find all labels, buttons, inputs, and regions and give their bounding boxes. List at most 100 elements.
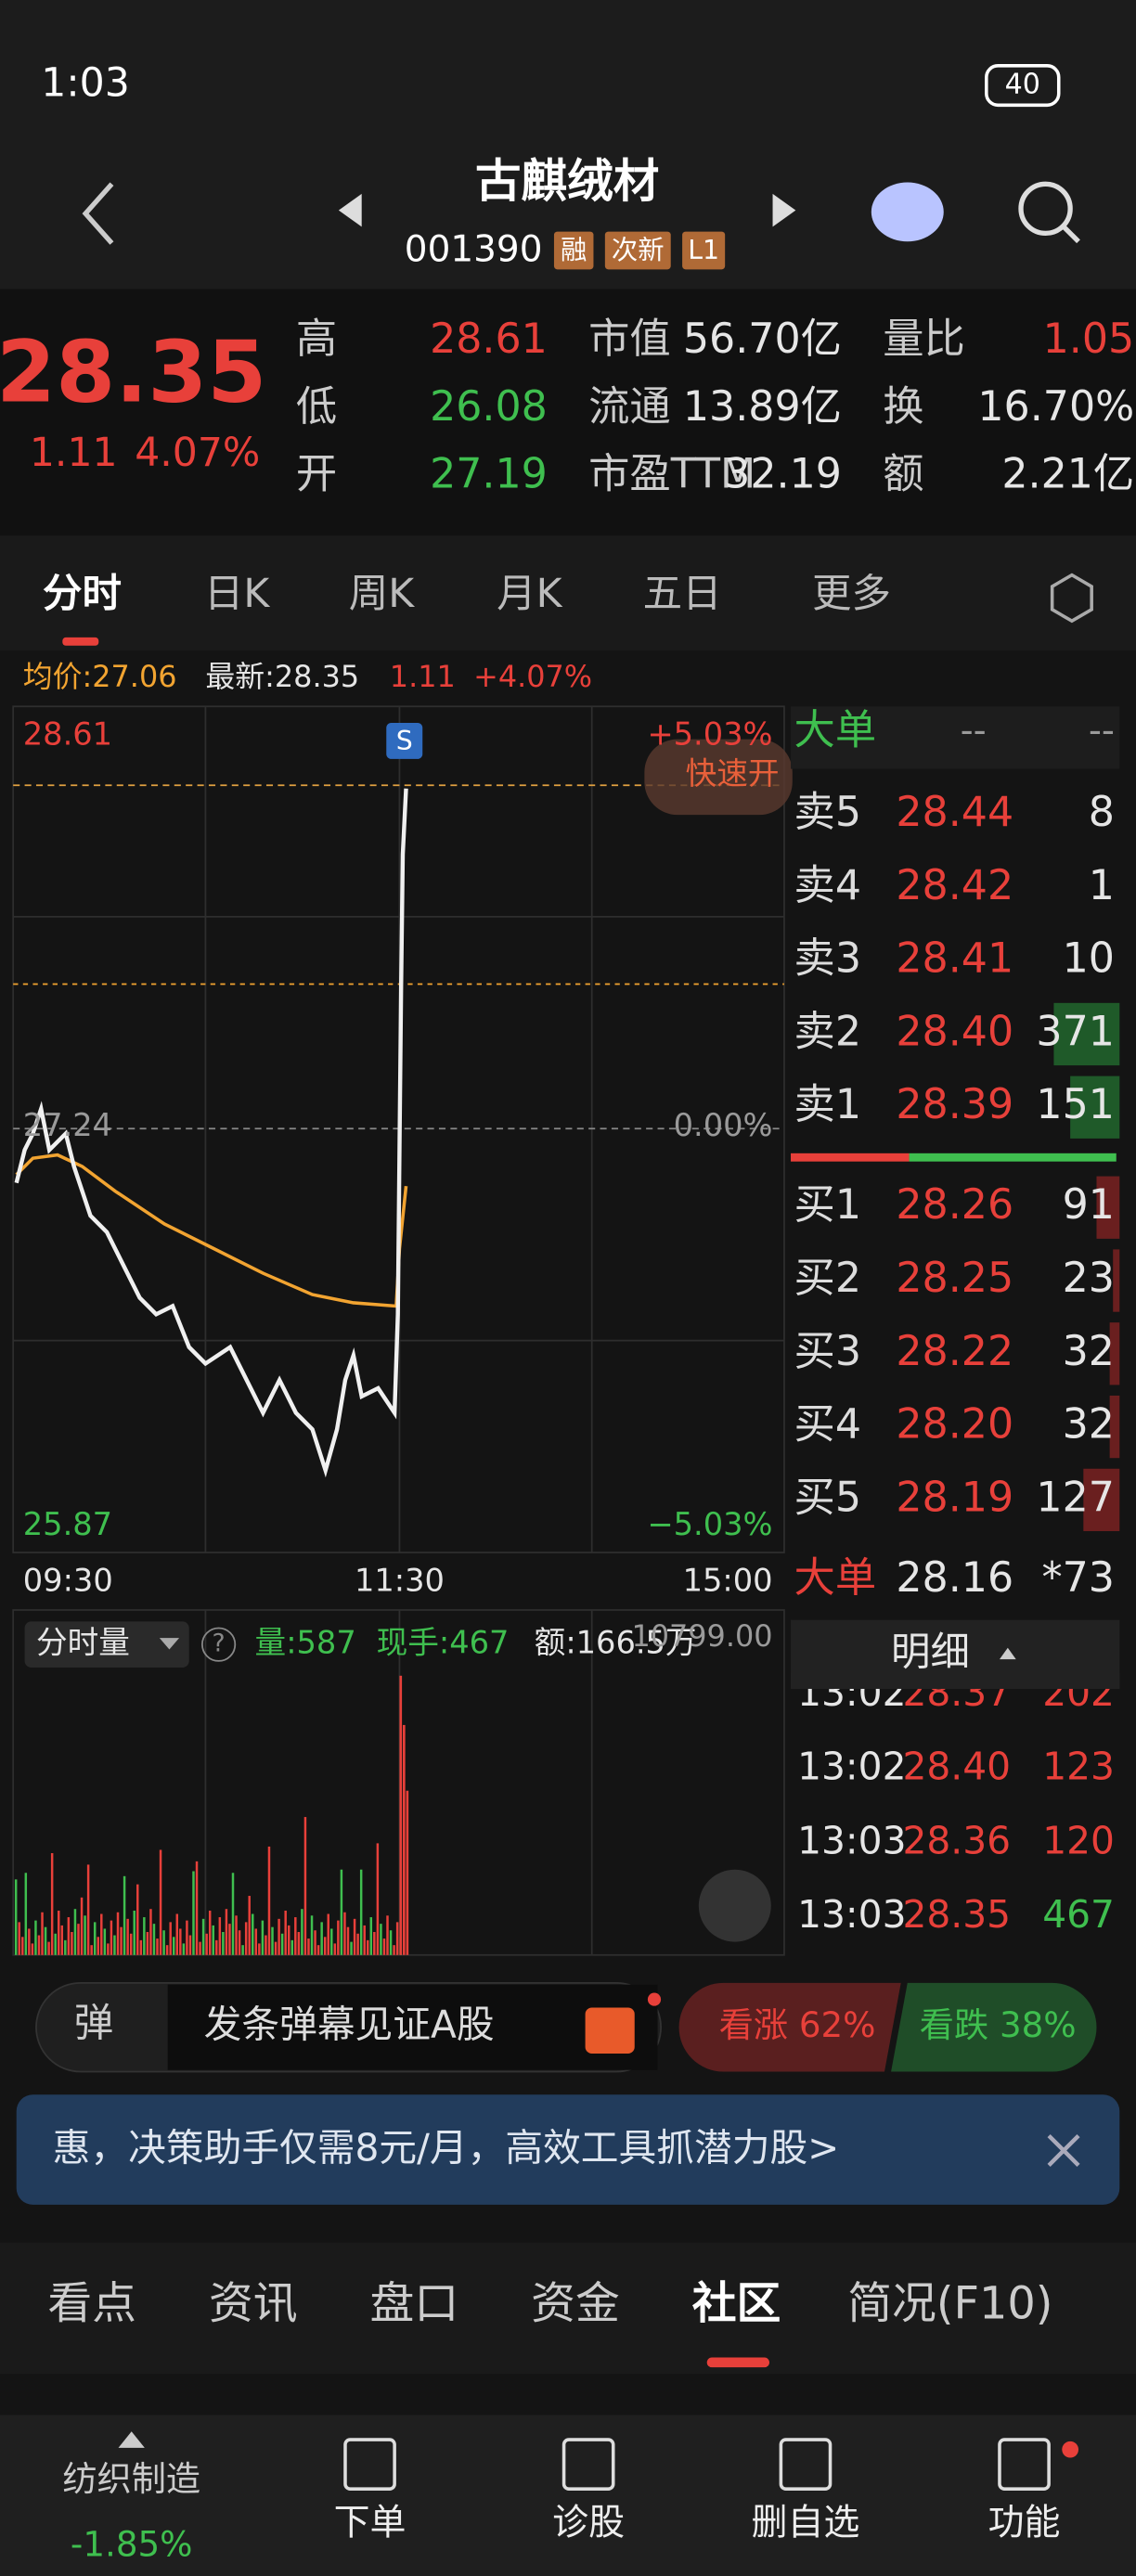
gift-icon[interactable]	[585, 2007, 635, 2054]
nav-item[interactable]: 诊股	[552, 2503, 625, 2544]
volume-bar	[284, 1910, 287, 1955]
nav-icon	[562, 2438, 615, 2491]
book-dash: --	[961, 710, 987, 752]
price-line	[14, 788, 408, 1478]
stat-value: 13.89亿	[683, 383, 842, 431]
help-icon[interactable]	[200, 1627, 237, 1662]
volume-bar	[330, 1928, 333, 1955]
next-icon[interactable]	[772, 193, 796, 227]
volume-bar	[1083, 1468, 1120, 1532]
axis-low-pct: −5.03%	[647, 1506, 772, 1542]
time-label: 15:00	[683, 1562, 773, 1598]
bear-label[interactable]: 看跌 38%	[920, 2004, 1077, 2045]
settings-icon[interactable]	[1050, 573, 1093, 624]
fullscreen-icon[interactable]	[698, 1869, 771, 1942]
volume-bar	[67, 1917, 71, 1955]
volume-bar	[231, 1873, 235, 1955]
volume-bar	[222, 1932, 225, 1955]
nav-item[interactable]: 下单	[334, 2503, 407, 2544]
bottom-tab[interactable]: 简况(F10)	[847, 2279, 1052, 2330]
stock-title[interactable]: 古麒绒材	[475, 154, 659, 208]
volume-bar	[71, 1932, 73, 1955]
bear-button[interactable]	[891, 1982, 1097, 2072]
nav-item[interactable]: 功能	[988, 2503, 1061, 2544]
bull-label[interactable]: 看涨 62%	[719, 2004, 876, 2045]
stat-label: 换	[883, 383, 923, 431]
stat-value: 26.08	[430, 383, 548, 431]
volume-bar	[90, 1945, 93, 1955]
book-title: 大单	[794, 707, 877, 754]
book-volume: 1	[1089, 862, 1115, 909]
chart-tab[interactable]: 更多	[812, 572, 891, 617]
bottom-tab[interactable]: 看点	[47, 2279, 136, 2330]
quick-button[interactable]: 快速开	[686, 755, 780, 792]
chart-tab[interactable]: 日K	[204, 572, 271, 617]
bottom-tab[interactable]: 社区	[692, 2279, 781, 2330]
bottom-tab[interactable]: 资讯	[209, 2279, 298, 2330]
intraday-pct: +4.07%	[473, 659, 592, 694]
ratio-bar-red	[791, 1153, 910, 1162]
volume-bar	[152, 1924, 156, 1955]
chart-tab[interactable]: 分时	[43, 572, 122, 617]
book-price: 28.26	[896, 1181, 1013, 1229]
banner[interactable]	[16, 2094, 1120, 2205]
book-volume: 23	[1063, 1255, 1115, 1302]
search-icon[interactable]	[1018, 181, 1073, 237]
volume-bar	[34, 1920, 37, 1955]
nav-icon	[998, 2438, 1051, 2491]
chart-tab[interactable]: 周K	[349, 572, 416, 617]
volume-bar	[165, 1945, 169, 1955]
chart-tab[interactable]: 五日	[643, 572, 722, 617]
volume-selector[interactable]: 分时量	[36, 1625, 130, 1661]
trade-price: 28.40	[902, 1745, 1011, 1789]
change-pct: 4.07%	[135, 431, 260, 476]
volume-bar	[93, 1922, 97, 1955]
selector-bg[interactable]	[24, 1621, 189, 1668]
volume-bar	[133, 1910, 136, 1955]
volume-bar	[47, 1941, 50, 1955]
volume-bar	[389, 1930, 393, 1955]
volume-bar	[24, 1873, 28, 1955]
bull-button[interactable]	[678, 1982, 901, 2072]
trade-price: 28.35	[902, 1892, 1011, 1937]
volume-bar	[386, 1915, 389, 1955]
volume-bar	[402, 1724, 406, 1955]
axis-base-pct: 0.00%	[674, 1107, 773, 1143]
sector-change: -1.85%	[71, 2524, 193, 2565]
volume-bar	[162, 1930, 165, 1955]
volume-bar	[136, 1884, 139, 1955]
bottom-tab[interactable]: 资金	[531, 2279, 620, 2330]
dot	[647, 1992, 662, 2006]
volume-bar	[113, 1935, 116, 1955]
bottom-tab[interactable]: 盘口	[370, 2279, 459, 2330]
robot-icon[interactable]	[871, 182, 944, 242]
volume-bar	[369, 1917, 373, 1955]
book-side: 买4	[794, 1401, 861, 1449]
volume-bar	[353, 1918, 356, 1955]
volume-bar	[238, 1930, 241, 1955]
sector[interactable]: 纺织制造	[62, 2458, 200, 2499]
stat-label: 市值	[588, 316, 671, 363]
volume-bar	[278, 1918, 280, 1955]
big-order-label: 大单	[794, 1554, 877, 1602]
volume-bar	[100, 1913, 103, 1955]
stat-value: 16.70%	[977, 383, 1134, 431]
prev-icon[interactable]	[338, 193, 362, 227]
nav-item[interactable]: 删自选	[752, 2503, 860, 2544]
nav-icon	[779, 2438, 833, 2491]
chart-tab[interactable]: 月K	[497, 572, 563, 617]
book-side: 卖2	[794, 1008, 861, 1055]
volume-bar	[287, 1925, 290, 1955]
volume-bar	[54, 1933, 57, 1955]
time-label: 11:30	[355, 1562, 445, 1598]
signal: S	[396, 726, 413, 756]
volume-bar	[116, 1912, 120, 1955]
volume-bar	[77, 1924, 80, 1955]
back-icon[interactable]	[82, 182, 114, 245]
volume-bar	[60, 1925, 64, 1955]
quick-button-bg[interactable]	[644, 739, 793, 816]
danmu-field[interactable]	[167, 1984, 658, 2070]
dot	[1062, 2441, 1079, 2458]
close-icon[interactable]	[1047, 2133, 1080, 2167]
detail-title[interactable]: 明细	[891, 1629, 970, 1675]
